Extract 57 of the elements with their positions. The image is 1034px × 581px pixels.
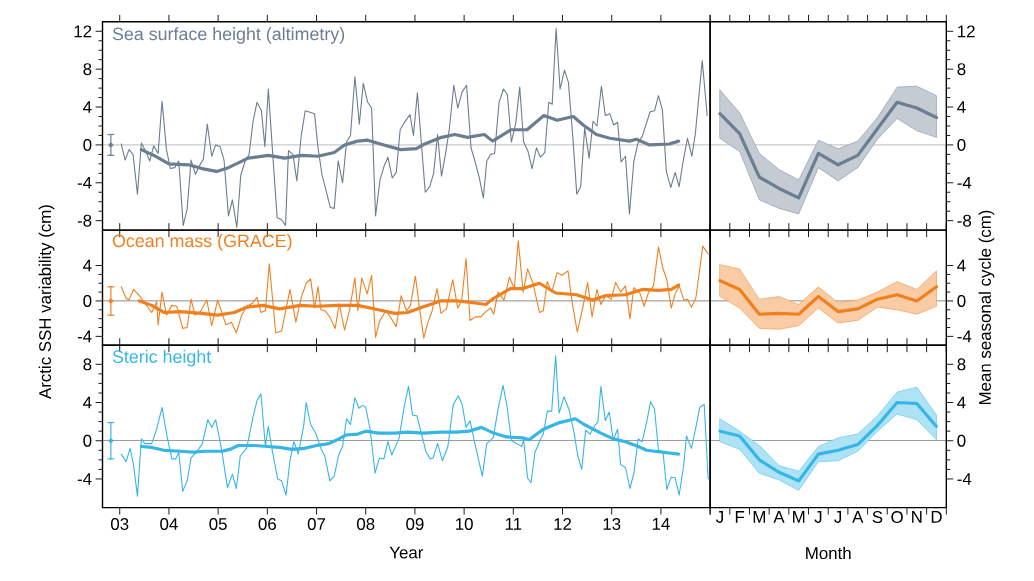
x-tick-label: 11: [505, 517, 522, 530]
x-tick-label: 12: [554, 517, 572, 530]
x-tick-label: 08: [357, 517, 375, 530]
x-tick-label: F: [735, 510, 745, 523]
y-axis-title: Arctic SSH variability (cm): [38, 205, 55, 399]
y-tick-label: 4: [83, 101, 92, 113]
x-tick-label: M: [793, 510, 805, 523]
y-tick-label: 12: [958, 25, 975, 38]
y-tick-label: 0: [83, 294, 92, 307]
x-tick-label: J: [716, 510, 723, 523]
x-tick-label: D: [931, 510, 942, 523]
x-tick-label: J: [814, 510, 822, 523]
y-axis-title: Mean seasonal cycle (cm): [978, 210, 995, 404]
y-tick-label: -8: [77, 214, 92, 227]
y-tick-label: 4: [957, 101, 966, 113]
y-tick-label: 0: [83, 434, 92, 447]
x-tick-label: S: [872, 510, 883, 523]
y-tick-label: -4: [957, 176, 972, 189]
y-tick-label: 0: [957, 294, 966, 307]
y-tick-label: 8: [957, 63, 966, 75]
y-tick-label: 12: [74, 25, 92, 38]
x-axis-title: Month: [806, 546, 851, 559]
x-tick-label: A: [773, 510, 785, 523]
x-tick-label: 09: [406, 517, 424, 530]
x-tick-label: 14: [652, 517, 670, 530]
x-tick-label: N: [912, 510, 922, 523]
x-tick-label: O: [891, 510, 903, 523]
y-tick-label: 0: [957, 138, 966, 151]
y-tick-label: -4: [77, 176, 92, 189]
text: Steric height: [112, 349, 212, 367]
y-tick-label: 0: [957, 434, 966, 447]
y-tick-label: 8: [83, 358, 92, 371]
y-tick-label: -4: [957, 472, 972, 485]
y-tick-label: -4: [77, 330, 92, 343]
x-tick-label: 13: [603, 517, 621, 530]
y-tick-label: 4: [957, 259, 966, 272]
x-tick-label: 05: [209, 517, 227, 530]
x-tick-label: M: [753, 510, 765, 523]
x-tick-label: A: [852, 510, 864, 523]
x-tick-label: 04: [160, 517, 178, 530]
x-tick-label: 03: [111, 517, 129, 530]
y-tick-label: 4: [83, 396, 92, 409]
y-tick-label: 8: [957, 358, 966, 371]
x-axis-title: Year: [389, 546, 424, 559]
x-tick-label: 06: [258, 517, 276, 530]
x-tick-label: 10: [456, 517, 473, 530]
x-tick-label: J: [834, 510, 842, 523]
y-tick-label: -4: [77, 472, 92, 485]
y-tick-label: 4: [957, 396, 966, 409]
series-label: Sea surface height (altimetry): [112, 26, 345, 44]
y-tick-label: -4: [957, 330, 972, 343]
y-tick-label: 0: [83, 138, 92, 151]
y-tick-label: 4: [83, 259, 92, 272]
series-label: Ocean mass (GRACE): [112, 233, 292, 251]
y-tick-label: -8: [957, 214, 972, 227]
y-tick-label: 8: [83, 63, 92, 75]
x-tick-label: 07: [307, 517, 326, 530]
